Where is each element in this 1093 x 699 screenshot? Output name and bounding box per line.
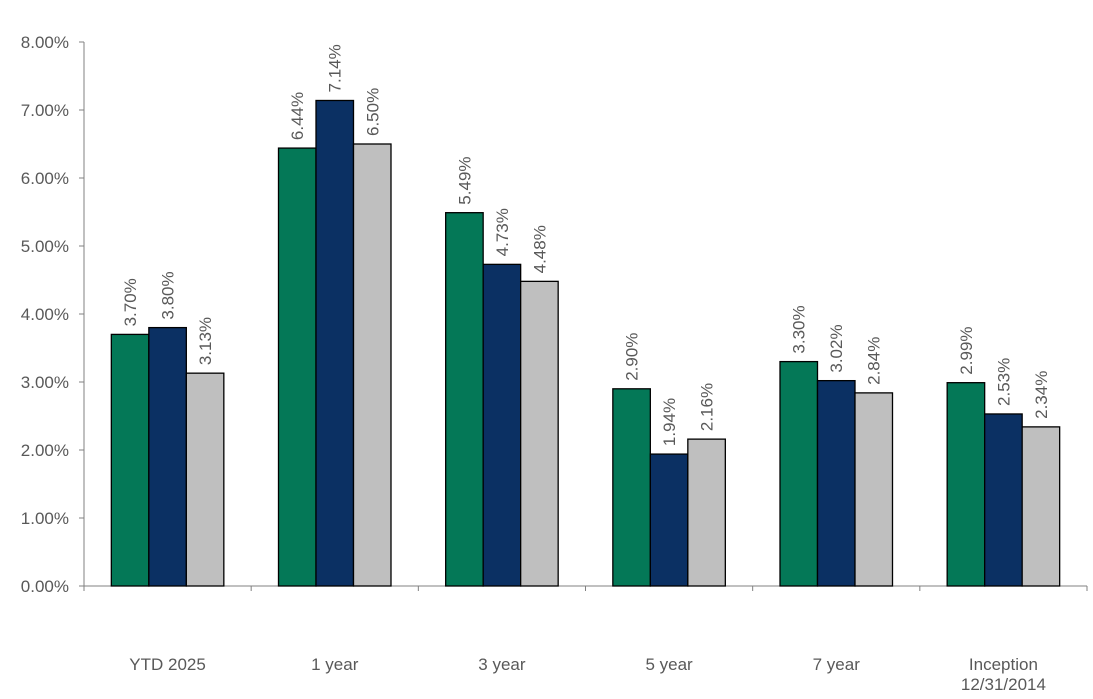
x-category-label: Inception (969, 655, 1038, 674)
bar (185, 372, 225, 587)
bar (816, 379, 856, 587)
x-category-label: 3 year (478, 655, 526, 674)
bar (482, 263, 522, 587)
bar (779, 360, 819, 587)
data-label: 4.48% (530, 225, 549, 273)
data-label: 2.34% (1032, 371, 1051, 419)
bar (612, 388, 651, 587)
data-label: 6.50% (363, 88, 382, 136)
y-tick-label: 6.00% (21, 169, 69, 188)
y-axis: 0.00% 1.00% 2.00% 3.00% 4.00% 5.00% 6.00% 7.00%… (21, 33, 85, 596)
data-label: 5.49% (455, 156, 474, 204)
y-tick-label: 1.00% (21, 509, 69, 528)
bar (520, 280, 559, 587)
bars (110, 99, 1061, 587)
bar (946, 382, 986, 587)
data-label: 2.99% (957, 326, 976, 374)
x-axis (83, 585, 1088, 591)
x-category-label: 5 year (645, 655, 693, 674)
x-category-label: YTD 2025 (129, 655, 206, 674)
data-label: 3.80% (159, 271, 178, 319)
bar (687, 438, 726, 587)
bar (277, 147, 317, 587)
bar (352, 143, 392, 587)
bar (110, 333, 150, 587)
bar (315, 99, 355, 587)
data-label: 2.90% (623, 333, 642, 381)
data-label: 3.30% (790, 305, 809, 353)
y-tick-label: 7.00% (21, 101, 69, 120)
bar (1021, 426, 1061, 587)
y-tick-label: 5.00% (21, 237, 69, 256)
y-tick-label: 0.00% (21, 577, 69, 596)
data-label: 3.70% (121, 278, 140, 326)
data-label: 2.16% (698, 383, 717, 431)
bar (148, 326, 187, 587)
y-tick-label: 4.00% (21, 305, 69, 324)
y-tick-label: 8.00% (21, 33, 69, 52)
bar (649, 453, 689, 587)
bar (445, 212, 484, 587)
x-category-label: 7 year (813, 655, 861, 674)
data-label: 1.94% (660, 398, 679, 446)
bar (854, 392, 894, 587)
data-labels: 3.70% 3.80% 3.13% 6.44% 7.14% 6.50% 5.49% 4.73%… (121, 44, 1051, 446)
data-label: 2.53% (994, 358, 1013, 406)
x-category-label: 12/31/2014 (961, 675, 1046, 694)
data-label: 2.84% (865, 337, 884, 385)
bar (984, 413, 1023, 587)
data-label: 7.14% (326, 44, 345, 92)
data-label: 3.02% (827, 324, 846, 372)
x-category-label: 1 year (311, 655, 359, 674)
y-tick-label: 2.00% (21, 441, 69, 460)
y-tick-label: 3.00% (21, 373, 69, 392)
category-labels: YTD 2025 1 year 3 year 5 year 7 year Inceptio… (129, 655, 1046, 694)
data-label: 6.44% (288, 92, 307, 140)
data-label: 3.13% (196, 317, 215, 365)
data-label: 4.73% (493, 208, 512, 256)
